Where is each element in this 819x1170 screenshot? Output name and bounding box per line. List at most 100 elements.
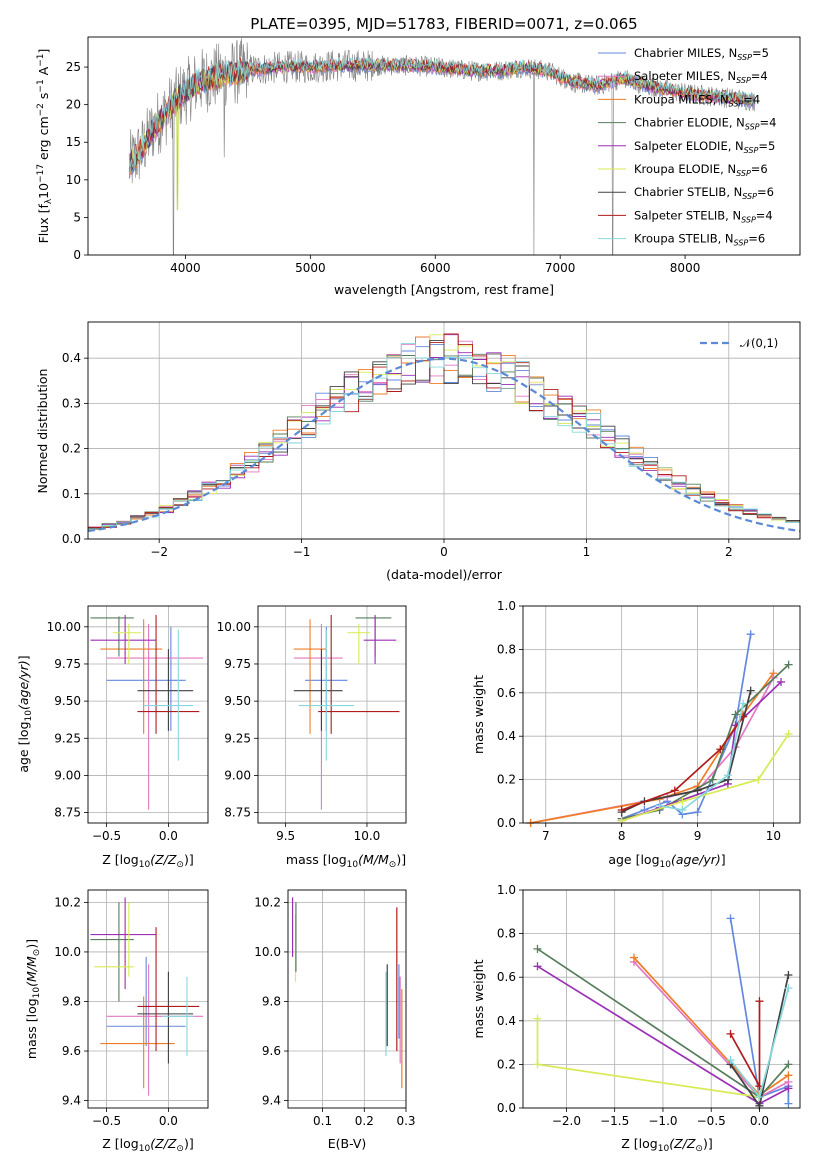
y-tick-label: 9.4 (262, 1094, 281, 1108)
legend-label: Salpeter MILES, NSSP=4 (634, 69, 768, 85)
mass-weight-marker (617, 805, 626, 814)
text-part: ] (721, 852, 726, 867)
y-tick-label: 9.6 (262, 1044, 281, 1058)
y-tick-label: 10.2 (54, 895, 81, 909)
text-part: =5 (752, 46, 769, 60)
x-tick-label: 0.1 (313, 1114, 332, 1128)
y-tick-label: 0.4 (497, 729, 516, 743)
x-tick-label: 9 (694, 829, 702, 843)
x-tick-label: −1.5 (600, 1114, 629, 1128)
mass-weight-marker (755, 1093, 764, 1102)
age-y-label: age [log10(age/yr)] (16, 655, 34, 772)
mass-weight-marker (777, 677, 786, 686)
x-tick-label: −0.5 (92, 1114, 121, 1128)
mass-weight-marker (655, 801, 664, 810)
y-tick-label: 10.0 (54, 945, 81, 959)
text-part: mass [log (286, 852, 347, 867)
text-part: ⊙ (695, 1144, 703, 1154)
mass-weight-marker (670, 786, 679, 795)
y-tick-label: 15 (66, 135, 81, 149)
mass-weight-marker (784, 984, 793, 993)
mass-weight-y-label: mass weight (471, 959, 486, 1038)
model-spectrum-line (128, 58, 756, 211)
x-tick-label: 7000 (545, 261, 576, 275)
text-part: SSP (744, 146, 759, 155)
mass-weight-marker (629, 953, 638, 962)
text-part: 10 (139, 860, 151, 870)
text-part: 10 (660, 860, 672, 870)
text-part: Z [log (102, 852, 138, 867)
mass-weight-marker (784, 730, 793, 739)
mass-weight-marker (784, 1071, 793, 1080)
extinction-x-label: E(B-V) (328, 1136, 367, 1151)
mass-weight-marker (533, 1014, 542, 1023)
mass-vs-extinction-panel: 0.1 0.2 0.3 9.4 9.6 9.8 10.0 10.2 E(B-V) (254, 889, 416, 1151)
y-tick-label: 0.4 (62, 351, 81, 365)
text-part: )] (703, 1136, 713, 1151)
text-part: (age/yr) (16, 660, 31, 710)
mass-weight-marker (533, 962, 542, 971)
y-tick-label: 0.6 (497, 970, 516, 984)
mass-weight-marker (739, 699, 748, 708)
text-part: =6 (757, 185, 774, 199)
text-part: Kroupa STELIB, N (634, 232, 734, 246)
mass-y-label: mass [log10(M/M⊙)] (24, 939, 42, 1059)
text-part: −1 (36, 79, 46, 92)
y-tick-label: 0.2 (62, 442, 81, 456)
mass-weight-line (621, 716, 744, 811)
mass-weight-line (729, 918, 790, 1104)
text-part: Salpeter ELODIE, N (634, 139, 744, 153)
mass-weight-marker (533, 944, 542, 953)
text-part: =4 (760, 116, 777, 130)
x-tick-label: 10 (766, 829, 781, 843)
mass-weight-marker (726, 1029, 735, 1038)
text-part: 10 (24, 710, 34, 722)
x-tick-label: −1.0 (648, 1114, 677, 1128)
y-tick-label: 9.50 (54, 694, 81, 708)
text-part: Kroupa ELODIE, N (634, 162, 736, 176)
y-tick-label: 0.2 (497, 773, 516, 787)
legend-label: Kroupa STELIB, NSSP=6 (634, 232, 765, 248)
mass-weight-y-label: mass weight (471, 675, 486, 754)
y-tick-label: 9.00 (224, 768, 251, 782)
y-tick-label: 9.00 (54, 768, 81, 782)
y-tick-label: 0.0 (497, 1101, 516, 1115)
mass-weight-line (621, 681, 782, 822)
mass-weight-marker (769, 669, 778, 678)
legend-label: Chabrier ELODIE, NSSP=4 (634, 116, 776, 132)
mass-weight-marker (716, 745, 725, 754)
axes-frame (522, 889, 801, 1109)
mass-weight-line (536, 1018, 761, 1099)
x-tick-label: 4000 (170, 261, 201, 275)
mass-weight-marker (693, 808, 702, 817)
mass-weight-x-label: Z [log10(Z/Z⊙)] (621, 1136, 712, 1154)
mass-vs-metallicity-panel: −0.5 0.09.49.69.810.010.2Z [log10(Z/Z⊙)]m… (24, 889, 209, 1154)
mass-weight-marker (784, 971, 793, 980)
x-tick-label: 5000 (295, 261, 326, 275)
x-tick-label: 10.0 (354, 829, 381, 843)
text-part: SSP (741, 215, 756, 224)
axes-frame (87, 889, 209, 1109)
text-part: Chabrier ELODIE, N (634, 116, 745, 130)
legend-label: Kroupa MILES, NSSP=4 (634, 92, 760, 108)
axes-frame (522, 605, 801, 824)
x-tick-label: 9.5 (276, 829, 295, 843)
text-part: ⊙ (389, 860, 397, 870)
text-part: 10 (32, 987, 42, 999)
residual-histogram-panel: −2 −1 0 1 2 0.0 0.1 0.2 0.3 0.4 (data-model)/error… (35, 321, 801, 582)
y-tick-label: 0 (73, 248, 81, 262)
y-tick-label: 10.2 (254, 895, 281, 909)
y-tick-label: 9.6 (62, 1044, 81, 1058)
legend-label: Kroupa ELODIE, NSSP=6 (634, 162, 768, 178)
mass-weight-line (621, 733, 790, 822)
age-metallicity-x-label: Z [log10(Z/Z⊙)] (102, 852, 193, 870)
text-part: Z [log (621, 1136, 657, 1151)
histogram-x-label: (data-model)/error (386, 567, 503, 582)
x-tick-label: 8 (618, 829, 626, 843)
x-tick-label: 0 (440, 545, 448, 559)
text-part: )] (184, 852, 194, 867)
mass-metallicity-x-label: Z [log10(Z/Z⊙)] (102, 1136, 193, 1154)
y-tick-label: 9.25 (54, 731, 81, 745)
y-tick-label: 0.1 (62, 487, 81, 501)
text-part: =4 (751, 69, 768, 83)
